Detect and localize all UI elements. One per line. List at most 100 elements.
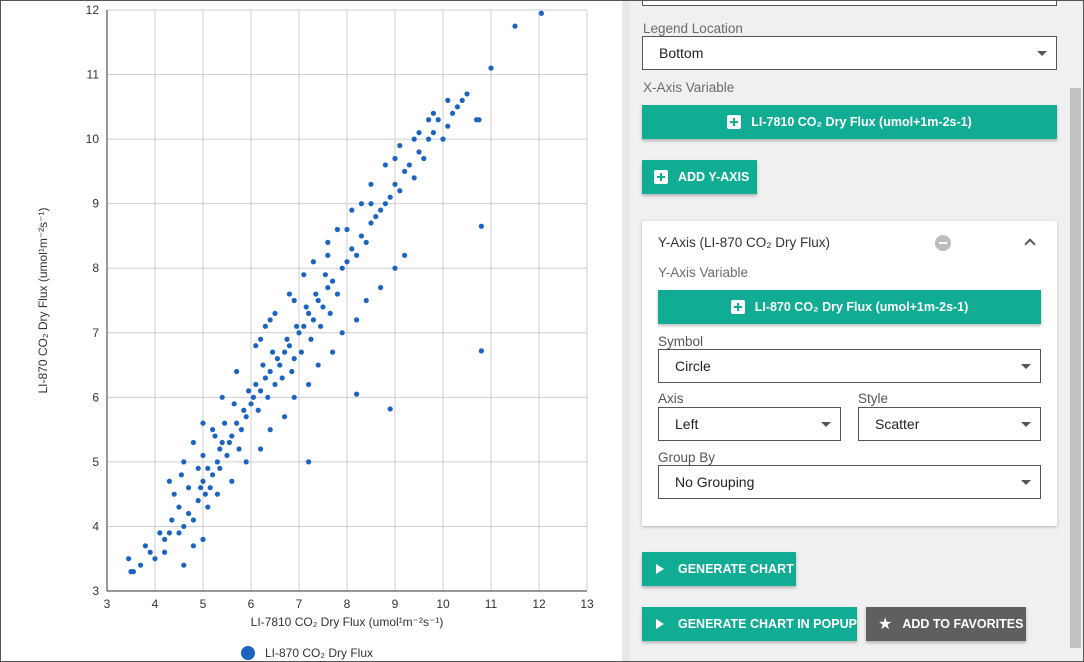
data-point xyxy=(246,388,252,394)
data-point xyxy=(378,207,384,213)
x-axis-variable-label: X-Axis Variable xyxy=(643,80,735,95)
data-point xyxy=(270,349,276,355)
add-y-axis-text: ADD Y-AXIS xyxy=(678,170,750,184)
generate-chart-text: GENERATE CHART xyxy=(678,562,794,576)
data-point xyxy=(250,394,256,400)
data-point xyxy=(349,246,355,252)
data-point xyxy=(322,272,328,278)
data-point xyxy=(387,194,393,200)
scrollbar-thumb[interactable] xyxy=(1070,88,1081,648)
data-point xyxy=(152,556,158,562)
data-point xyxy=(488,65,494,71)
data-point xyxy=(286,343,292,349)
data-point xyxy=(207,485,213,491)
legend-label: LI-870 CO₂ Dry Flux xyxy=(265,646,374,660)
data-point xyxy=(212,433,218,439)
symbol-select[interactable]: Circle xyxy=(658,349,1041,383)
data-point xyxy=(258,446,264,452)
add-to-favorites-button[interactable]: ★ ADD TO FAVORITES xyxy=(866,607,1026,641)
data-point xyxy=(358,201,364,207)
data-point xyxy=(234,420,240,426)
add-to-favorites-text: ADD TO FAVORITES xyxy=(902,617,1024,631)
data-point xyxy=(325,284,331,291)
data-point xyxy=(219,394,225,400)
x-axis-variable-button[interactable]: LI-7810 CO₂ Dry Flux (umol+1m-2s-1) xyxy=(642,105,1057,139)
x-tick-label: 5 xyxy=(200,597,207,611)
data-point xyxy=(368,181,374,187)
caret-down-icon xyxy=(1021,480,1031,485)
data-point xyxy=(267,427,273,433)
data-point xyxy=(202,491,208,497)
data-point xyxy=(416,130,422,136)
data-point xyxy=(344,226,350,233)
x-tick-label: 10 xyxy=(436,597,450,611)
data-point xyxy=(382,162,388,168)
data-point xyxy=(363,297,369,304)
style-select[interactable]: Scatter xyxy=(858,407,1041,441)
group-by-select[interactable]: No Grouping xyxy=(658,465,1041,499)
data-point xyxy=(397,142,403,149)
data-point xyxy=(430,130,436,136)
style-value: Scatter xyxy=(875,416,920,432)
data-point xyxy=(205,465,211,471)
data-point xyxy=(229,433,235,439)
data-point xyxy=(306,459,312,465)
minus-circle-icon[interactable] xyxy=(935,235,951,251)
data-point xyxy=(378,284,384,291)
data-point xyxy=(315,297,321,304)
data-point xyxy=(265,394,271,400)
data-point xyxy=(200,420,206,426)
group-by-label: Group By xyxy=(658,450,716,465)
top-field[interactable] xyxy=(642,0,1057,6)
data-point xyxy=(157,530,163,536)
chart-panel: 3 4 5 6 7 8 9 10 11 12 13 3 4 5 6 7 8 9 10 11 12 LI-7810 CO₂ … xyxy=(36,3,594,660)
y-tick-label: 6 xyxy=(92,390,99,404)
data-point xyxy=(181,459,187,465)
generate-chart-popup-button[interactable]: GENERATE CHART IN POPUP xyxy=(642,607,857,641)
data-point xyxy=(258,336,264,342)
chevron-up-icon[interactable] xyxy=(1024,238,1036,250)
data-point xyxy=(313,291,319,297)
data-point xyxy=(308,336,314,342)
generate-chart-button[interactable]: GENERATE CHART xyxy=(642,552,796,586)
data-point xyxy=(310,317,316,323)
data-point xyxy=(284,336,290,342)
axis-select[interactable]: Left xyxy=(658,407,841,441)
data-point xyxy=(454,104,460,110)
data-point xyxy=(272,310,278,317)
data-point xyxy=(222,420,228,426)
y-axis-variable-button[interactable]: LI-870 CO₂ Dry Flux (umol+1m-2s-1) xyxy=(658,290,1041,324)
data-point xyxy=(267,368,273,375)
data-point xyxy=(195,465,201,471)
y-tick-label: 11 xyxy=(87,68,100,82)
data-point xyxy=(243,414,249,420)
add-y-axis-button[interactable]: ADD Y-AXIS xyxy=(642,160,757,194)
y-axis-title: LI-870 CO₂ Dry Flux (umol¹m⁻²s⁻¹) xyxy=(36,207,50,393)
x-tick-label: 8 xyxy=(344,597,351,611)
y-tick-label: 5 xyxy=(92,455,99,469)
y-tick-label: 8 xyxy=(92,261,99,275)
data-point xyxy=(214,459,220,465)
scrollbar[interactable] xyxy=(1068,0,1084,662)
data-point xyxy=(190,439,196,446)
data-point xyxy=(142,543,148,549)
data-point xyxy=(282,349,288,355)
data-point xyxy=(478,348,484,354)
data-point xyxy=(354,252,360,258)
data-point xyxy=(298,349,304,355)
legend-location-select[interactable]: Bottom xyxy=(642,36,1057,70)
y-tick-label: 7 xyxy=(92,326,99,340)
x-tick-label: 3 xyxy=(104,597,111,611)
generate-chart-popup-text: GENERATE CHART IN POPUP xyxy=(678,617,857,631)
data-point xyxy=(459,97,465,103)
data-point xyxy=(195,498,201,504)
y-axis-card-title: Y-Axis (LI-870 CO₂ Dry Flux) xyxy=(658,235,831,250)
data-point xyxy=(411,175,417,181)
chart-legend[interactable]: LI-870 CO₂ Dry Flux xyxy=(241,646,373,660)
data-point xyxy=(241,407,247,413)
data-point xyxy=(229,478,235,484)
data-point xyxy=(147,549,153,555)
data-point xyxy=(138,562,144,568)
data-point xyxy=(286,291,292,297)
data-point xyxy=(301,272,307,278)
